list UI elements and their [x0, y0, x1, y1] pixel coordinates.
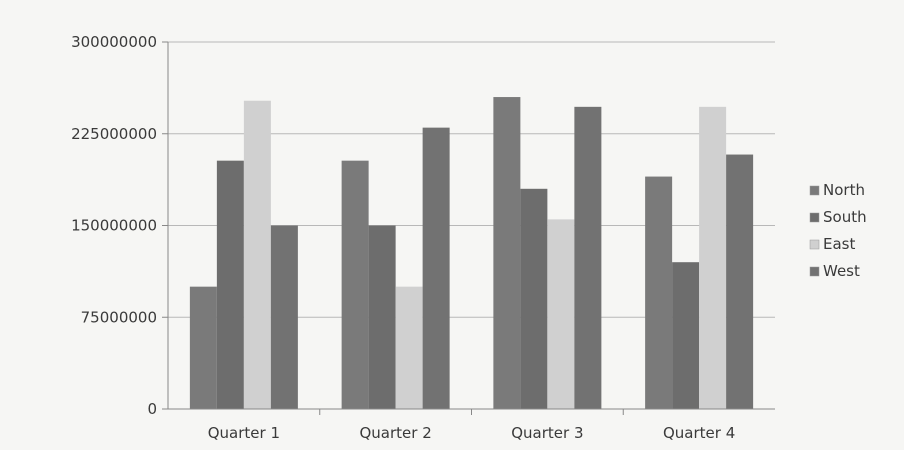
legend: North South East West [809, 181, 867, 280]
x-tick-label: Quarter 3 [511, 424, 583, 442]
legend-label-south: South [823, 208, 867, 226]
y-tick-label: 300000000 [71, 33, 157, 51]
bar-south-2 [368, 225, 396, 409]
bar-north-1 [189, 286, 217, 409]
legend-label-east: East [823, 235, 855, 253]
x-tick-label: Quarter 1 [208, 424, 280, 442]
bar-north-3 [493, 97, 521, 410]
y-tick-label: 150000000 [71, 217, 157, 235]
legend-swatch-west [809, 266, 820, 277]
y-tick-label: 0 [147, 400, 157, 418]
x-tick-labels: Quarter 1 Quarter 2 Quarter 3 Quarter 4 [208, 424, 736, 442]
x-tick-label: Quarter 4 [663, 424, 735, 442]
bar-south-4 [672, 262, 700, 409]
legend-swatch-north [809, 185, 820, 196]
y-tick-label: 225000000 [71, 125, 157, 143]
legend-label-north: North [823, 181, 865, 199]
bars [189, 97, 754, 410]
bar-east-2 [395, 286, 423, 409]
bar-east-3 [547, 219, 575, 409]
legend-swatch-south [809, 212, 820, 223]
bar-west-1 [270, 225, 298, 409]
bar-west-2 [422, 127, 450, 409]
bar-east-1 [243, 100, 271, 409]
bar-south-1 [216, 160, 244, 409]
bar-west-3 [574, 106, 602, 409]
legend-swatch-east [809, 239, 820, 250]
y-tick-labels: 0 75000000 150000000 225000000 300000000 [71, 33, 157, 418]
bar-west-4 [726, 154, 754, 409]
legend-label-west: West [823, 262, 860, 280]
bar-south-3 [520, 188, 548, 409]
bar-north-2 [341, 160, 369, 409]
x-tick-label: Quarter 2 [359, 424, 431, 442]
axes [162, 41, 775, 415]
y-tick-label: 75000000 [81, 308, 157, 326]
bar-east-4 [699, 106, 727, 409]
bar-north-4 [645, 176, 673, 409]
